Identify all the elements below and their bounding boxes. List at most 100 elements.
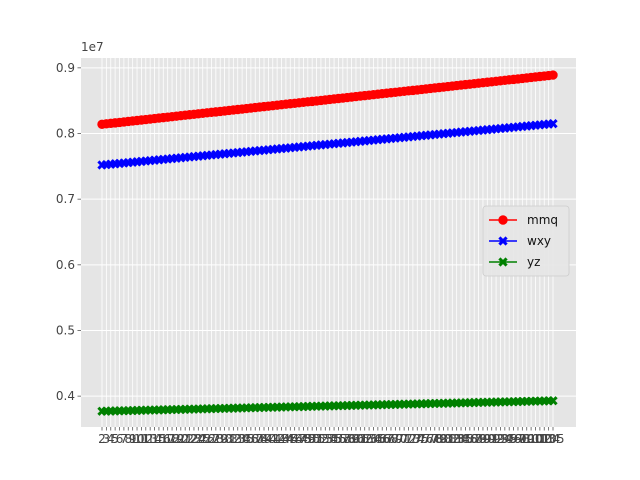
x-tick-label: 32 (226, 432, 241, 446)
x-tick-label: 84 (453, 432, 468, 446)
x-tick-label: 29 (213, 432, 228, 446)
x-tick-label: 4 (107, 432, 115, 446)
y-axis: 0.4 0.5 0.6 0.7 0.8 0.9 (56, 61, 81, 403)
x-tick-label: 33 (230, 432, 245, 446)
x-tick-label: 66 (375, 432, 390, 446)
x-tick-label: 19 (169, 432, 184, 446)
x-tick-label: 65 (370, 432, 385, 446)
x-tick-label: 70 (392, 432, 407, 446)
x-tick-label: 37 (248, 432, 263, 446)
x-tick-label: 98 (515, 432, 530, 446)
x-tick-label: 105 (542, 432, 565, 446)
x-tick-label: 50 (305, 432, 320, 446)
x-tick-label: 45 (283, 432, 298, 446)
data-point (548, 396, 558, 406)
x-tick-label: 88 (471, 432, 486, 446)
x-tick-label: 60 (348, 432, 363, 446)
x-tick-label: 72 (401, 432, 416, 446)
series-yz (97, 396, 558, 416)
x-tick-label: 59 (344, 432, 359, 446)
x-tick-label: 21 (178, 432, 193, 446)
x-tick-label: 49 (300, 432, 315, 446)
legend-label: yz (527, 255, 540, 269)
y-tick-label: 0.9 (56, 61, 75, 75)
x-tick-label: 63 (361, 432, 376, 446)
legend-item-yz: yz (489, 255, 540, 269)
x-tick-label: 55 (326, 432, 341, 446)
x-tick-label: 42 (270, 432, 285, 446)
x-tick-label: 9 (129, 432, 137, 446)
legend-item-wxy: wxy (489, 234, 551, 248)
x-tick-label: 89 (475, 432, 490, 446)
x-tick-label: 57 (335, 432, 350, 446)
legend-label: wxy (527, 234, 551, 248)
x-tick-label: 74 (410, 432, 425, 446)
y-tick-label: 0.4 (56, 389, 75, 403)
x-tick-label: 77 (423, 432, 438, 446)
x-tick-label: 35 (239, 432, 254, 446)
x-tick-label: 56 (331, 432, 346, 446)
x-tick-label: 101 (524, 432, 547, 446)
y-gridlines (81, 67, 576, 397)
x-tick-label: 102 (528, 432, 551, 446)
x-tick-label: 96 (506, 432, 521, 446)
x-tick-label: 79 (432, 432, 447, 446)
x-tick-label: 20 (173, 432, 188, 446)
x-tick-label: 104 (537, 432, 560, 446)
x-tick-label: 15 (151, 432, 166, 446)
x-tick-label: 47 (291, 432, 306, 446)
x-tick-label: 100 (520, 432, 543, 446)
x-tick-label: 93 (493, 432, 508, 446)
x-tick-label: 7 (120, 432, 128, 446)
x-tick-label: 103 (533, 432, 556, 446)
legend-marker (498, 257, 508, 267)
x-tick-label: 30 (217, 432, 232, 446)
x-tick-label: 22 (182, 432, 197, 446)
x-tick-label: 73 (405, 432, 420, 446)
x-tick-label: 17 (160, 432, 175, 446)
x-tick-label: 91 (484, 432, 499, 446)
x-tick-label: 16 (156, 432, 171, 446)
y-tick-label: 0.7 (56, 192, 75, 206)
x-tick-label: 81 (440, 432, 455, 446)
x-tick-label: 40 (261, 432, 276, 446)
x-tick-label: 11 (134, 432, 149, 446)
y-tick-label: 0.6 (56, 258, 75, 272)
x-tick-label: 38 (252, 432, 267, 446)
legend-label: mmq (527, 213, 558, 227)
x-tick-label: 27 (204, 432, 219, 446)
x-tick-label: 90 (480, 432, 495, 446)
x-tick-label: 8 (124, 432, 132, 446)
x-tick-label: 25 (195, 432, 210, 446)
x-tick-label: 46 (287, 432, 302, 446)
x-tick-label: 62 (357, 432, 372, 446)
x-tick-label: 85 (458, 432, 473, 446)
x-tick-label: 41 (265, 432, 280, 446)
x-tick-label: 54 (322, 432, 337, 446)
legend-item-mmq: mmq (489, 213, 558, 227)
x-tick-label: 53 (318, 432, 333, 446)
x-tick-label: 52 (313, 432, 328, 446)
x-tick-label: 5 (111, 432, 119, 446)
x-tick-label: 76 (418, 432, 433, 446)
legend-marker (498, 236, 508, 246)
x-tick-label: 28 (208, 432, 223, 446)
series-mmq (97, 70, 558, 130)
x-tick-label: 69 (388, 432, 403, 446)
x-tick-label: 34 (234, 432, 249, 446)
x-tick-label: 39 (256, 432, 271, 446)
x-tick-label: 43 (274, 432, 289, 446)
x-tick-label: 95 (502, 432, 517, 446)
x-tick-label: 83 (449, 432, 464, 446)
legend: mmq wxy yz (482, 205, 570, 277)
x-tick-label: 13 (143, 432, 158, 446)
x-tick-label: 44 (278, 432, 293, 446)
x-tick-label: 87 (467, 432, 482, 446)
x-tick-label: 67 (379, 432, 394, 446)
data-point (548, 70, 558, 80)
x-axis: 2345678910111213141516171819202122232425… (98, 427, 564, 446)
x-tick-label: 68 (383, 432, 398, 446)
y-offset-label: 1e7 (81, 40, 104, 54)
x-tick-label: 24 (191, 432, 206, 446)
